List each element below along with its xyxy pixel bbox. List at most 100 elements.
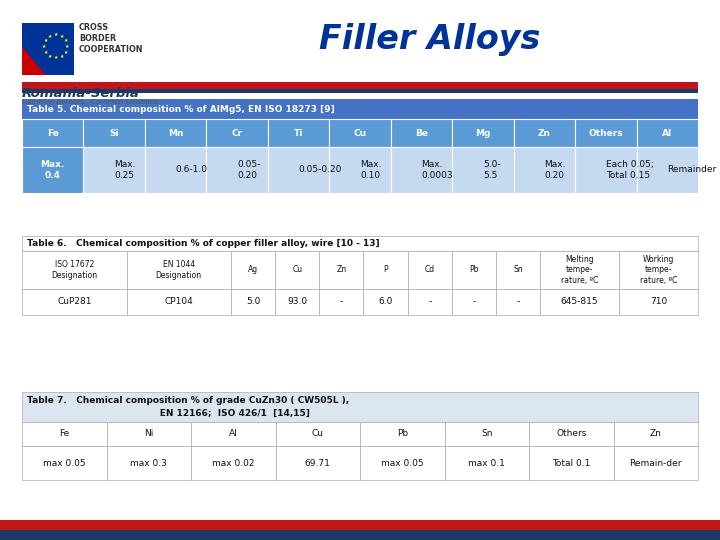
Text: ★: ★ [59,34,63,39]
Text: Max.
0.25: Max. 0.25 [114,160,135,180]
Bar [22,89,698,93]
Text: 5.0: 5.0 [246,298,261,307]
Bar [320,251,364,289]
Text: Romania-Serbia: Romania-Serbia [22,87,140,100]
Text: max 0.1: max 0.1 [468,458,505,468]
Text: Cu: Cu [312,429,324,438]
Bar [22,251,127,289]
Bar [452,119,513,147]
Text: Zn: Zn [650,429,662,438]
Text: ★: ★ [63,38,68,43]
Bar [145,119,207,147]
Bar [329,119,391,147]
Bar [320,289,364,315]
Text: Cr: Cr [232,129,243,138]
Bar [540,289,619,315]
Bar [452,147,513,193]
Bar [231,251,275,289]
Bar [268,147,329,193]
Bar [22,422,107,446]
Bar [22,147,84,193]
Text: 6.0: 6.0 [379,298,392,307]
Bar [107,422,191,446]
Bar [145,147,207,193]
Text: max 0.02: max 0.02 [212,458,254,468]
Bar [127,251,231,289]
Bar [276,446,360,480]
Bar [408,289,451,315]
Bar [84,119,145,147]
Bar [22,82,698,89]
Text: P: P [383,266,388,274]
Text: 69.71: 69.71 [305,458,330,468]
Text: max 0.05: max 0.05 [381,458,423,468]
Bar [107,446,191,480]
Text: Table 7.   Chemical composition % of grade CuZn30 ( CW505L ),
                  : Table 7. Chemical composition % of grade… [27,396,349,418]
Text: Pb: Pb [397,429,408,438]
Text: Be: Be [415,129,428,138]
Text: -: - [340,298,343,307]
Bar [0,520,720,530]
Bar [191,422,276,446]
Bar [207,147,268,193]
Bar [84,147,145,193]
Bar [22,236,698,251]
Text: Al: Al [229,429,238,438]
Text: ★: ★ [44,50,48,55]
Text: Ti: Ti [294,129,303,138]
Text: ★: ★ [53,32,58,37]
Text: 5.0-
5.5: 5.0- 5.5 [483,160,500,180]
Text: Max.
0.0003: Max. 0.0003 [421,160,453,180]
Bar [613,422,698,446]
Text: CP104: CP104 [164,298,193,307]
Bar [231,289,275,315]
Text: Melting
tempe-
rature, ºC: Melting tempe- rature, ºC [561,255,598,285]
Bar [391,119,452,147]
Text: CuP281: CuP281 [57,298,91,307]
Bar [364,289,408,315]
Bar [513,147,575,193]
Bar [22,119,84,147]
Text: ★: ★ [65,44,69,49]
Text: Remainder: Remainder [667,165,716,174]
Bar [329,147,391,193]
Bar [0,530,720,540]
Text: 710: 710 [650,298,667,307]
Text: Max.
0.20: Max. 0.20 [544,160,566,180]
Text: Cu: Cu [292,266,302,274]
Bar [268,119,329,147]
Text: max 0.3: max 0.3 [130,458,167,468]
Text: Al: Al [662,129,672,138]
Bar [22,446,107,480]
Bar [276,422,360,446]
Bar [529,422,613,446]
Text: ★: ★ [42,44,47,49]
Bar [207,119,268,147]
Text: -: - [472,298,475,307]
Text: Others: Others [556,429,586,438]
Bar [575,119,636,147]
Text: ★: ★ [63,50,68,55]
Text: Table 5. Chemical composition % of AlMg5, EN ISO 18273 [9]: Table 5. Chemical composition % of AlMg5… [27,105,335,113]
Bar [636,147,698,193]
Bar [613,446,698,480]
Text: Si: Si [109,129,119,138]
Bar [451,289,496,315]
Text: Sn: Sn [513,266,523,274]
Text: Each 0.05;
Total 0.15: Each 0.05; Total 0.15 [606,160,654,180]
Bar [22,289,127,315]
Text: Sn: Sn [481,429,492,438]
Text: Ag: Ag [248,266,258,274]
Bar [496,251,540,289]
Text: Mn: Mn [168,129,184,138]
Text: ★: ★ [44,38,48,43]
Bar [360,446,444,480]
Text: Mg: Mg [475,129,490,138]
Bar [451,251,496,289]
Bar [191,446,276,480]
Bar [636,119,698,147]
Bar [496,289,540,315]
Text: ★: ★ [59,54,63,59]
Bar [408,251,451,289]
Text: 0.05-
0.20: 0.05- 0.20 [237,160,261,180]
